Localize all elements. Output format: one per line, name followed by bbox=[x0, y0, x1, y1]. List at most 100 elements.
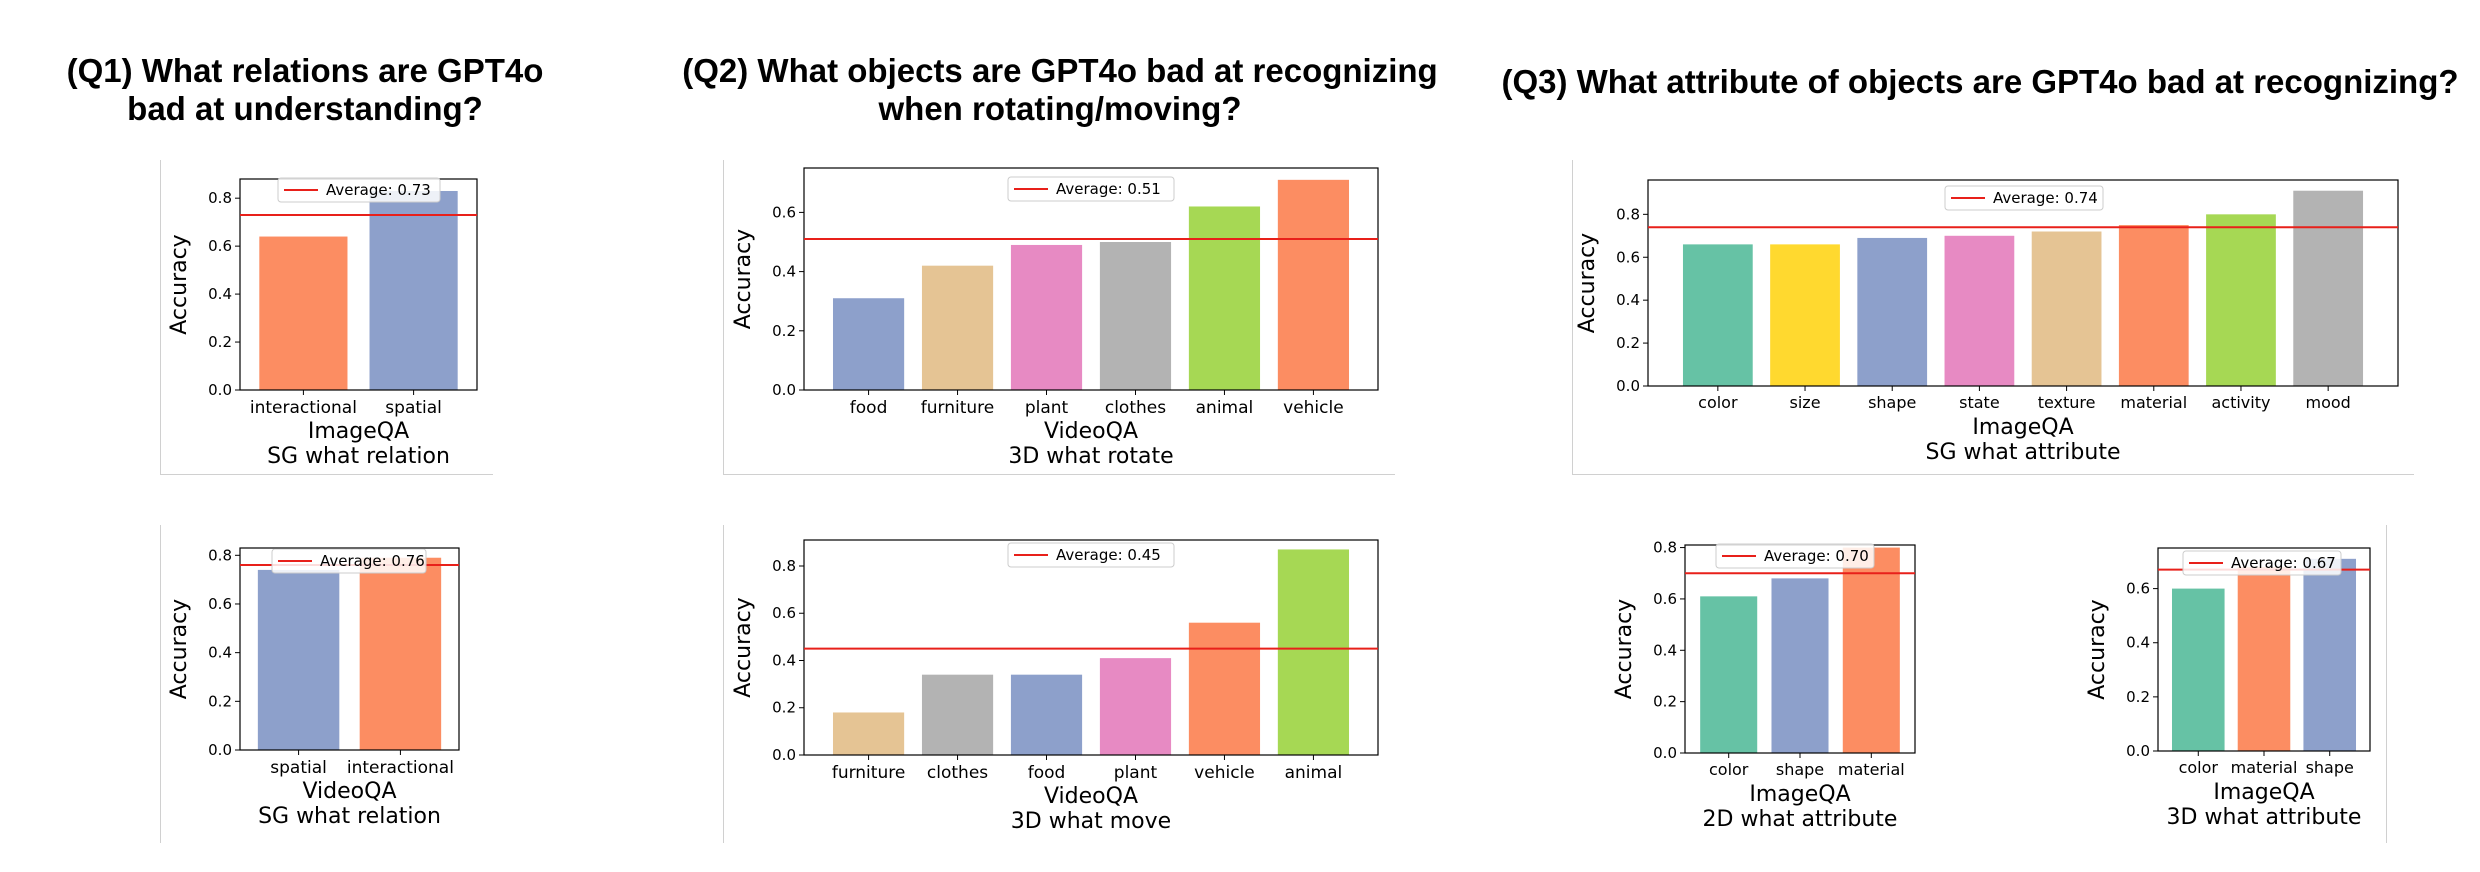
panel-border bbox=[2386, 525, 2387, 843]
y-tick-label: 0.4 bbox=[772, 263, 796, 281]
y-tick-label: 0.2 bbox=[208, 333, 232, 351]
bar bbox=[1099, 658, 1172, 755]
y-axis-label: Accuracy bbox=[167, 234, 192, 334]
y-axis-label: Accuracy bbox=[731, 597, 756, 697]
x-tick-label: food bbox=[1028, 763, 1066, 783]
x-tick-label: furniture bbox=[832, 763, 905, 783]
y-tick-label: 0.8 bbox=[1653, 539, 1677, 557]
y-tick-label: 0.6 bbox=[208, 595, 232, 613]
y-tick-label: 0.4 bbox=[208, 644, 232, 662]
y-tick-label: 0.8 bbox=[1616, 205, 1640, 223]
x-axis-label: VideoQA bbox=[302, 779, 396, 804]
x-tick-label: shape bbox=[1868, 393, 1916, 412]
panel-border bbox=[160, 525, 161, 843]
x-tick-label: spatial bbox=[270, 758, 327, 778]
y-tick-label: 0.4 bbox=[208, 285, 232, 303]
x-tick-label: furniture bbox=[921, 398, 994, 418]
bar bbox=[359, 557, 442, 750]
bar bbox=[1771, 578, 1829, 753]
y-tick-label: 0.0 bbox=[208, 381, 232, 399]
bar bbox=[1842, 547, 1900, 753]
y-tick-label: 0.0 bbox=[1616, 377, 1640, 395]
x-tick-label: activity bbox=[2211, 393, 2270, 412]
legend-box bbox=[1007, 176, 1175, 202]
q2-title: (Q2) What objects are GPT4o bad at recog… bbox=[670, 52, 1450, 128]
chart-subtitle: SG what relation bbox=[267, 444, 450, 469]
legend-box bbox=[1715, 543, 1875, 569]
x-tick-label: shape bbox=[1776, 760, 1824, 779]
x-tick-label: shape bbox=[2306, 758, 2354, 777]
bar bbox=[2293, 190, 2364, 386]
y-tick-label: 0.8 bbox=[208, 189, 232, 207]
chart-subtitle: 3D what attribute bbox=[2167, 805, 2362, 830]
y-axis-label: Accuracy bbox=[167, 599, 192, 699]
panel-border bbox=[1572, 474, 2414, 475]
x-axis-label: ImageQA bbox=[1749, 782, 1850, 807]
plot-frame bbox=[803, 167, 1379, 391]
bar bbox=[1010, 244, 1083, 390]
x-tick-label: vehicle bbox=[1283, 398, 1344, 418]
bar bbox=[2206, 214, 2276, 386]
chart-subtitle: SG what relation bbox=[258, 804, 441, 829]
y-axis-label: Accuracy bbox=[1612, 599, 1637, 699]
q1-title-line1: (Q1) What relations are GPT4o bbox=[66, 52, 544, 89]
x-axis-label: ImageQA bbox=[1972, 415, 2073, 440]
bar bbox=[832, 712, 905, 755]
legend-label: Average: 0.73 bbox=[326, 181, 431, 199]
y-tick-label: 0.8 bbox=[772, 557, 796, 575]
bar bbox=[2171, 588, 2225, 751]
bar bbox=[1277, 549, 1350, 755]
y-axis-label: Accuracy bbox=[731, 229, 756, 329]
legend-label: Average: 0.70 bbox=[1764, 547, 1869, 565]
bar bbox=[1277, 179, 1350, 390]
legend-box bbox=[271, 548, 427, 574]
bar bbox=[832, 298, 905, 390]
y-axis-label: Accuracy bbox=[1575, 233, 1600, 333]
y-tick-label: 0.2 bbox=[772, 322, 796, 340]
x-tick-label: vehicle bbox=[1194, 763, 1255, 783]
x-tick-label: size bbox=[1790, 393, 1821, 412]
bar bbox=[369, 190, 458, 390]
chart-subtitle: 2D what attribute bbox=[1703, 807, 1898, 832]
bar bbox=[1700, 596, 1758, 753]
x-axis-label: VideoQA bbox=[1044, 419, 1138, 444]
q1-title-line2: bad at understanding? bbox=[127, 90, 483, 127]
plot-frame bbox=[2157, 547, 2371, 752]
x-axis-label: VideoQA bbox=[1044, 784, 1138, 809]
legend-box bbox=[1007, 542, 1175, 568]
bar bbox=[1682, 244, 1753, 386]
y-tick-label: 0.0 bbox=[1653, 744, 1677, 762]
bar bbox=[2031, 231, 2102, 386]
x-tick-label: clothes bbox=[927, 763, 988, 783]
x-axis-label: ImageQA bbox=[2213, 780, 2314, 805]
chart-subtitle: SG what attribute bbox=[1925, 440, 2120, 465]
chart-subtitle: 3D what rotate bbox=[1008, 444, 1173, 469]
x-tick-label: state bbox=[1959, 393, 2000, 412]
panel-border bbox=[1572, 160, 1573, 475]
y-tick-label: 0.0 bbox=[772, 746, 796, 764]
bar bbox=[1188, 206, 1261, 390]
x-tick-label: animal bbox=[1196, 398, 1254, 418]
x-tick-label: material bbox=[1838, 760, 1905, 779]
bar bbox=[1944, 235, 2015, 386]
y-tick-label: 0.2 bbox=[208, 692, 232, 710]
q1-title: (Q1) What relations are GPT4o bad at und… bbox=[60, 52, 550, 128]
bar bbox=[1857, 237, 1928, 386]
bar bbox=[2118, 225, 2189, 386]
panel-border bbox=[723, 160, 724, 475]
legend-box bbox=[277, 177, 441, 203]
plot-frame bbox=[239, 547, 460, 751]
panel-border bbox=[723, 474, 1395, 475]
bar bbox=[1188, 622, 1261, 755]
q3-title-line1: (Q3) What attribute of objects are GPT4o… bbox=[1501, 63, 2459, 100]
y-axis-label: Accuracy bbox=[2085, 599, 2110, 699]
bar bbox=[921, 674, 994, 755]
y-tick-label: 0.8 bbox=[208, 546, 232, 564]
x-tick-label: texture bbox=[2038, 393, 2096, 412]
x-tick-label: interactional bbox=[347, 758, 454, 778]
x-tick-label: plant bbox=[1025, 398, 1069, 418]
plot-frame bbox=[803, 539, 1379, 756]
bar bbox=[2237, 566, 2291, 751]
x-tick-label: spatial bbox=[385, 398, 442, 418]
bar bbox=[1010, 674, 1083, 755]
